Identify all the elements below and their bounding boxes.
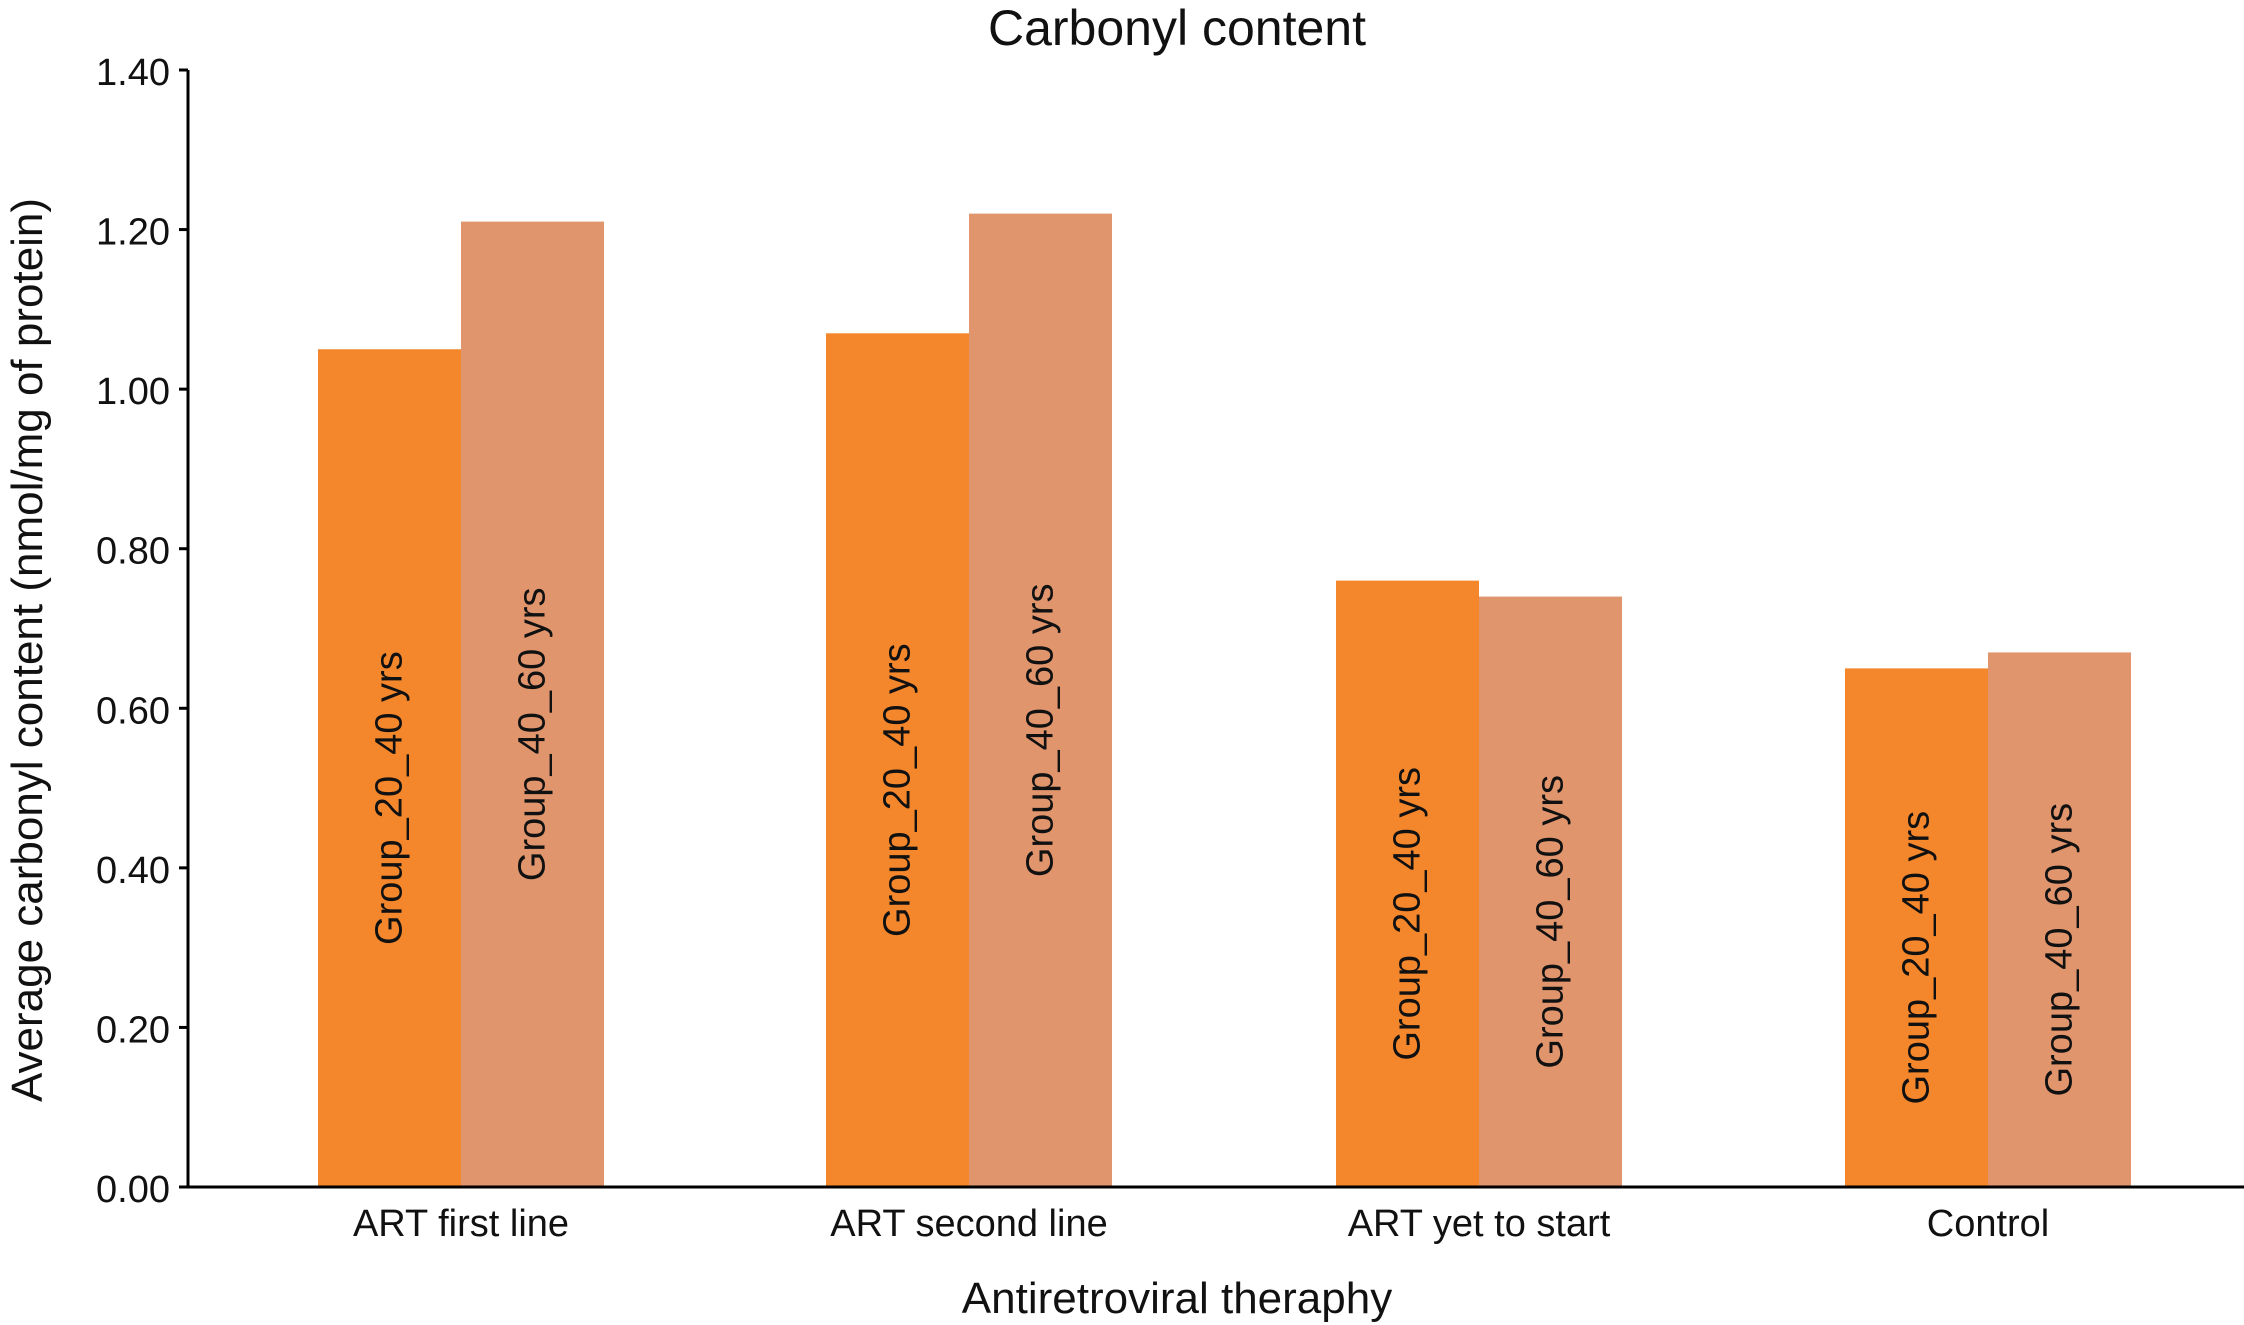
- bar-series-label: Group_20_40 yrs: [1387, 767, 1429, 1061]
- x-tick-label: ART first line: [353, 1203, 569, 1245]
- bar: [318, 349, 461, 1187]
- chart-title: Carbonyl content: [988, 0, 1366, 56]
- bar: [461, 221, 604, 1188]
- bar-series-label: Group_40_60 yrs: [1020, 583, 1062, 877]
- bar-series-label: Group_40_60 yrs: [2039, 803, 2081, 1097]
- y-tick-label: 1.20: [96, 212, 170, 254]
- y-ticks-layer: 0.00 0.20 0.40 0.60 0.80 1.00 1.20 1.40: [96, 52, 188, 1211]
- bar: [1845, 668, 1988, 1187]
- y-tick-label: 1.00: [96, 371, 170, 413]
- bar: [1336, 580, 1479, 1187]
- bar: [826, 333, 969, 1187]
- x-tick-label: ART yet to start: [1348, 1203, 1611, 1245]
- y-tick-label: 0.20: [96, 1009, 170, 1051]
- bar-series-label: Group_40_60 yrs: [1530, 775, 1572, 1069]
- bar-series-label: Group_40_60 yrs: [512, 587, 554, 881]
- y-tick-label: 0.40: [96, 850, 170, 892]
- x-axis-label: Antiretroviral theraphy: [962, 1274, 1392, 1323]
- bar: [1988, 652, 2131, 1187]
- y-tick-label: 0.00: [96, 1169, 170, 1211]
- x-ticks-layer: ART first line ART second line ART yet to …: [353, 1203, 2049, 1245]
- bar: [969, 213, 1112, 1188]
- bar-series-label: Group_20_40 yrs: [877, 643, 919, 937]
- x-tick-label: Control: [1927, 1203, 2050, 1245]
- bar-series-label: Group_20_40 yrs: [1896, 811, 1938, 1105]
- y-tick-label: 1.40: [96, 52, 170, 94]
- y-axis-label: Average carbonyl content (nmol/mg of pro…: [3, 198, 52, 1102]
- y-tick-label: 0.80: [96, 531, 170, 573]
- bar-series-label: Group_20_40 yrs: [369, 651, 411, 945]
- bars-layer: [318, 213, 2131, 1188]
- bar: [1479, 596, 1622, 1187]
- y-tick-label: 0.60: [96, 690, 170, 732]
- x-tick-label: ART second line: [830, 1203, 1107, 1245]
- bar-labels-layer: Group_20_40 yrs Group_20_40 yrs Group_20_4…: [369, 583, 2081, 1104]
